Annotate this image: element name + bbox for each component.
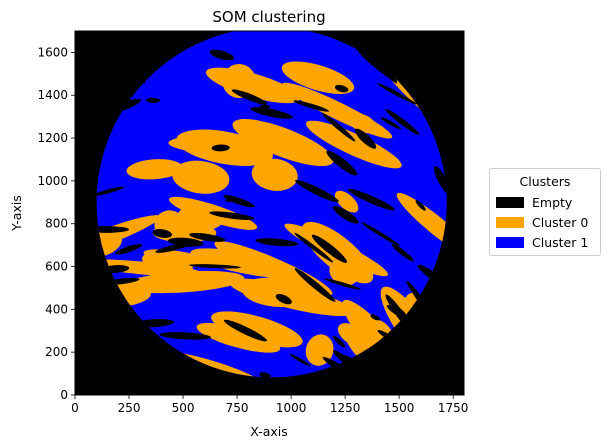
y-tick-label: 600 [45, 260, 68, 274]
empty-gap [347, 188, 395, 211]
cluster-0-streak [177, 202, 225, 231]
empty-gap [324, 278, 361, 290]
cluster-0-streak [190, 248, 299, 278]
empty-gap [321, 112, 356, 142]
y-tick-label: 800 [45, 217, 68, 231]
empty-gap [211, 144, 230, 152]
cluster-0-streak [282, 82, 393, 139]
empty-gap [370, 314, 380, 321]
empty-gap [255, 238, 299, 247]
empty-gap [225, 198, 240, 203]
empty-gap [295, 179, 339, 203]
empty-gap [354, 128, 377, 149]
chart-title: SOM clustering [212, 8, 325, 26]
cluster-0-streak [211, 311, 303, 348]
empty-gap [415, 200, 426, 211]
x-tick-label: 0 [71, 401, 79, 415]
plot-frame [74, 30, 465, 396]
legend-swatch-empty [496, 196, 524, 208]
cluster-0-streak [172, 160, 230, 194]
empty-gap [259, 104, 271, 109]
cluster-0-streak [334, 190, 359, 213]
legend-title: Clusters [519, 174, 571, 189]
cluster-0-streak [232, 119, 334, 167]
empty-gap [159, 332, 211, 340]
empty-gap [209, 49, 235, 61]
legend-label-empty: Empty [532, 194, 573, 210]
legend-item-empty: Empty [496, 194, 573, 210]
x-axis-label: X-axis [250, 424, 288, 439]
empty-gap [294, 268, 336, 302]
cluster-0-streak [306, 120, 402, 169]
x-tick-label: 250 [118, 401, 141, 415]
empty-gap [209, 211, 255, 220]
cluster-0-streak [142, 251, 193, 276]
empty-gap [155, 242, 191, 253]
empty-gap [293, 100, 330, 112]
cluster-0-streak [122, 270, 245, 294]
empty-gap [189, 232, 226, 242]
x-tick-label: 1750 [438, 401, 469, 415]
empty-gap [275, 293, 292, 305]
x-tick-label: 1000 [276, 401, 307, 415]
y-tick-label: 1200 [37, 131, 68, 145]
empty-gap [152, 229, 172, 238]
x-tick-label: 1500 [384, 401, 415, 415]
empty-gap [326, 150, 358, 176]
empty-gap [231, 89, 268, 105]
y-tick-label: 1000 [37, 174, 68, 188]
empty-gap [332, 206, 359, 224]
legend-item-cluster-1: Cluster 1 [496, 234, 589, 250]
x-tick-label: 1250 [330, 401, 361, 415]
empty-gap [294, 232, 334, 263]
cluster-0-streak [126, 159, 183, 180]
empty-gap [146, 97, 161, 103]
empty-gap [290, 354, 311, 367]
empty-gap [332, 335, 346, 348]
empty-gap [259, 372, 271, 378]
empty-gap [223, 195, 255, 208]
y-tick-label: 400 [45, 302, 68, 316]
cluster-0-streak [396, 192, 447, 258]
y-tick-label: 1600 [37, 45, 68, 59]
legend: Clusters Empty Cluster 0 Cluster 1 [489, 168, 601, 256]
y-tick-label: 1400 [37, 88, 68, 102]
empty-gap [223, 319, 267, 342]
x-tick-label: 750 [226, 401, 249, 415]
y-axis-label: Y-axis [9, 195, 24, 232]
empty-gap [96, 226, 130, 233]
empty-gap [115, 244, 143, 255]
empty-gap [334, 84, 349, 93]
legend-item-cluster-0: Cluster 0 [496, 214, 589, 230]
empty-gap [377, 83, 417, 105]
y-tick-label: 0 [60, 388, 68, 402]
empty-gap [391, 244, 414, 262]
cluster-0-streak [251, 158, 298, 191]
empty-gap [96, 186, 125, 197]
empty-gap [361, 222, 401, 247]
empty-gap [189, 264, 241, 269]
cluster-texture [96, 31, 447, 378]
empty-gap [380, 117, 401, 130]
empty-gap [392, 305, 408, 319]
empty-gap [433, 166, 447, 195]
x-tick-label: 500 [172, 401, 195, 415]
legend-swatch-cluster-0 [496, 216, 524, 228]
y-tick-label: 200 [45, 345, 68, 359]
legend-swatch-cluster-1 [496, 236, 524, 248]
cluster-0-streak [205, 67, 301, 104]
cluster-0-streak [196, 322, 281, 353]
empty-gap [385, 108, 420, 135]
empty-gap [250, 107, 293, 119]
legend-label-cluster-0: Cluster 0 [532, 214, 589, 230]
legend-label-cluster-1: Cluster 1 [532, 234, 589, 250]
empty-gap [311, 234, 348, 263]
